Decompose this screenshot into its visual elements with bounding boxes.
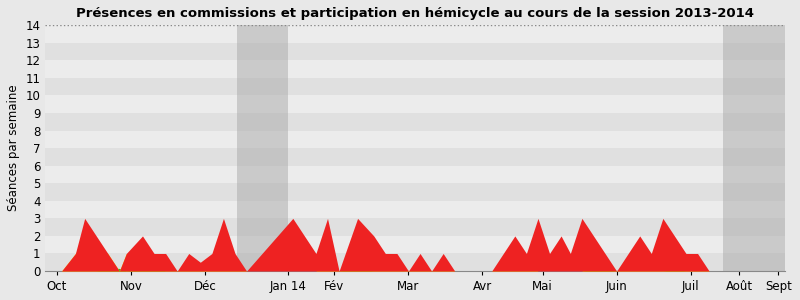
Bar <box>46 78 786 95</box>
Title: Présences en commissions et participation en hémicycle au cours de la session 20: Présences en commissions et participatio… <box>76 7 754 20</box>
Bar <box>46 183 786 201</box>
Bar <box>46 25 786 43</box>
Bar <box>46 60 786 78</box>
Bar <box>46 201 786 218</box>
Bar <box>755 25 786 271</box>
Bar <box>46 218 786 236</box>
Bar <box>238 25 288 271</box>
Y-axis label: Séances par semaine: Séances par semaine <box>7 85 20 212</box>
Bar <box>46 254 786 271</box>
Bar <box>46 236 786 254</box>
Bar <box>723 25 755 271</box>
Bar <box>46 113 786 130</box>
Bar <box>46 166 786 183</box>
Bar <box>46 95 786 113</box>
Bar <box>46 130 786 148</box>
Bar <box>46 148 786 166</box>
Bar <box>46 43 786 60</box>
